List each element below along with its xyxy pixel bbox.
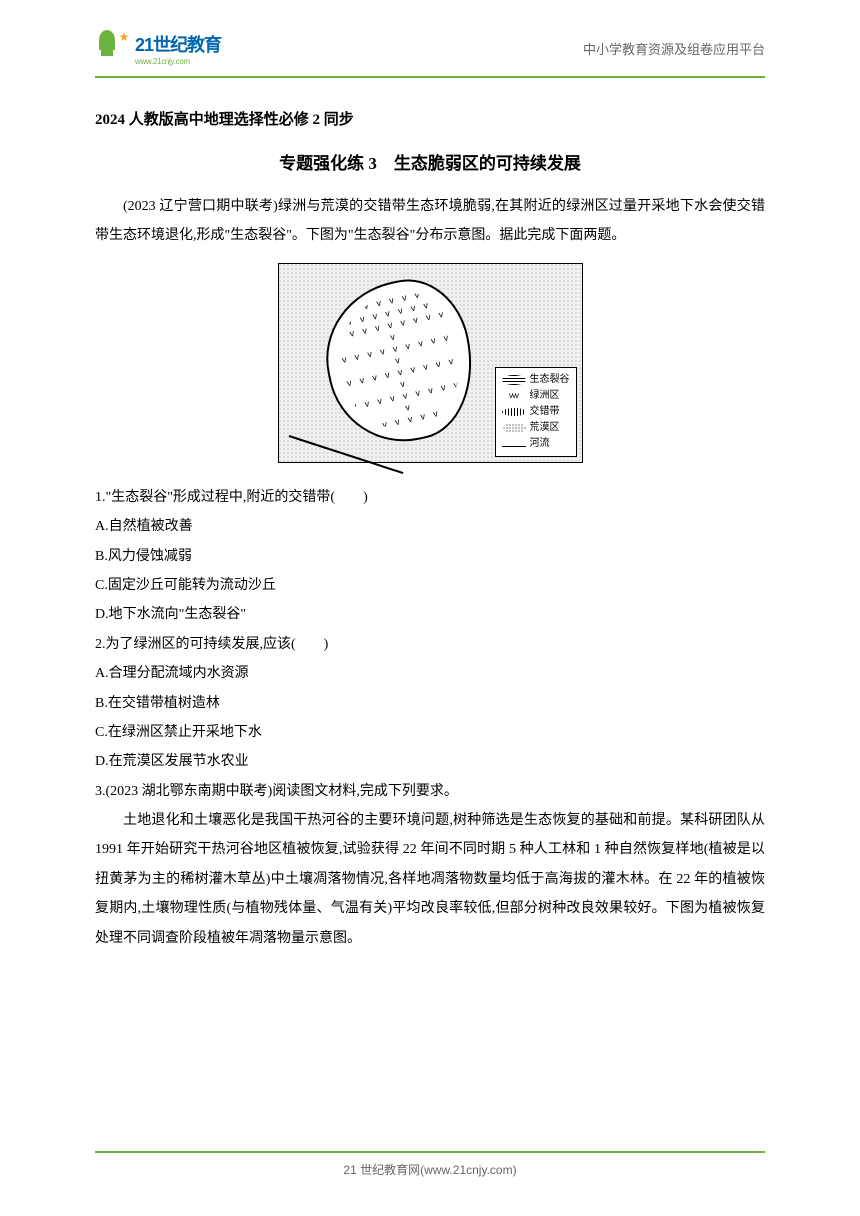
q2-option-d: D.在荒漠区发展节水农业 [95, 747, 765, 776]
page-footer: 21 世纪教育网(www.21cnjy.com) [0, 1151, 860, 1178]
page-header: 21世纪教育 www.21cnjy.com 中小学教育资源及组卷应用平台 [0, 0, 860, 76]
document-title: 2024 人教版高中地理选择性必修 2 同步 [95, 108, 765, 129]
question-3-stem: 3.(2023 湖北鄂东南期中联考)阅读图文材料,完成下列要求。 [95, 777, 765, 806]
header-subtitle: 中小学教育资源及组卷应用平台 [583, 39, 765, 58]
intro-paragraph: (2023 辽宁营口期中联考)绿洲与荒漠的交错带生态环境脆弱,在其附近的绿洲区过… [95, 192, 765, 251]
logo: 21世纪教育 www.21cnjy.com [95, 30, 221, 66]
question-2-stem: 2.为了绿洲区的可持续发展,应该( ) [95, 630, 765, 659]
footer-divider [95, 1151, 765, 1153]
q2-option-c: C.在绿洲区禁止开采地下水 [95, 718, 765, 747]
q2-option-b: B.在交错带植树造林 [95, 689, 765, 718]
logo-url: www.21cnjy.com [135, 57, 221, 66]
legend-label: 绿洲区 [530, 388, 560, 404]
q1-option-a: A.自然植被改善 [95, 512, 765, 541]
section-title: 专题强化练 3 生态脆弱区的可持续发展 [95, 149, 765, 174]
diagram-container: v v v v v v v vv v v v v v v v vv v v v … [95, 263, 765, 468]
legend-label: 交错带 [530, 404, 560, 420]
legend-label: 荒漠区 [530, 420, 560, 436]
q1-option-d: D.地下水流向"生态裂谷" [95, 600, 765, 629]
logo-icon [95, 30, 131, 66]
q2-option-a: A.合理分配流域内水资源 [95, 659, 765, 688]
q1-option-b: B.风力侵蚀减弱 [95, 542, 765, 571]
document-content: 2024 人教版高中地理选择性必修 2 同步 专题强化练 3 生态脆弱区的可持续… [0, 78, 860, 973]
question-1-stem: 1."生态裂谷"形成过程中,附近的交错带( ) [95, 483, 765, 512]
legend-label: 河流 [530, 436, 550, 452]
q1-option-c: C.固定沙丘可能转为流动沙丘 [95, 571, 765, 600]
logo-main-text: 21世纪教育 [135, 31, 221, 57]
question-3-body: 土地退化和土壤恶化是我国干热河谷的主要环境问题,树种筛选是生态恢复的基础和前提。… [95, 806, 765, 953]
footer-text: 21 世纪教育网(www.21cnjy.com) [0, 1161, 860, 1178]
legend-label: 生态裂谷 [530, 372, 570, 388]
eco-valley-diagram: v v v v v v v vv v v v v v v v vv v v v … [278, 263, 583, 463]
diagram-legend: 生态裂谷 vvv绿洲区 交错带 荒漠区 河流 [495, 367, 577, 457]
logo-text: 21世纪教育 www.21cnjy.com [135, 31, 221, 66]
